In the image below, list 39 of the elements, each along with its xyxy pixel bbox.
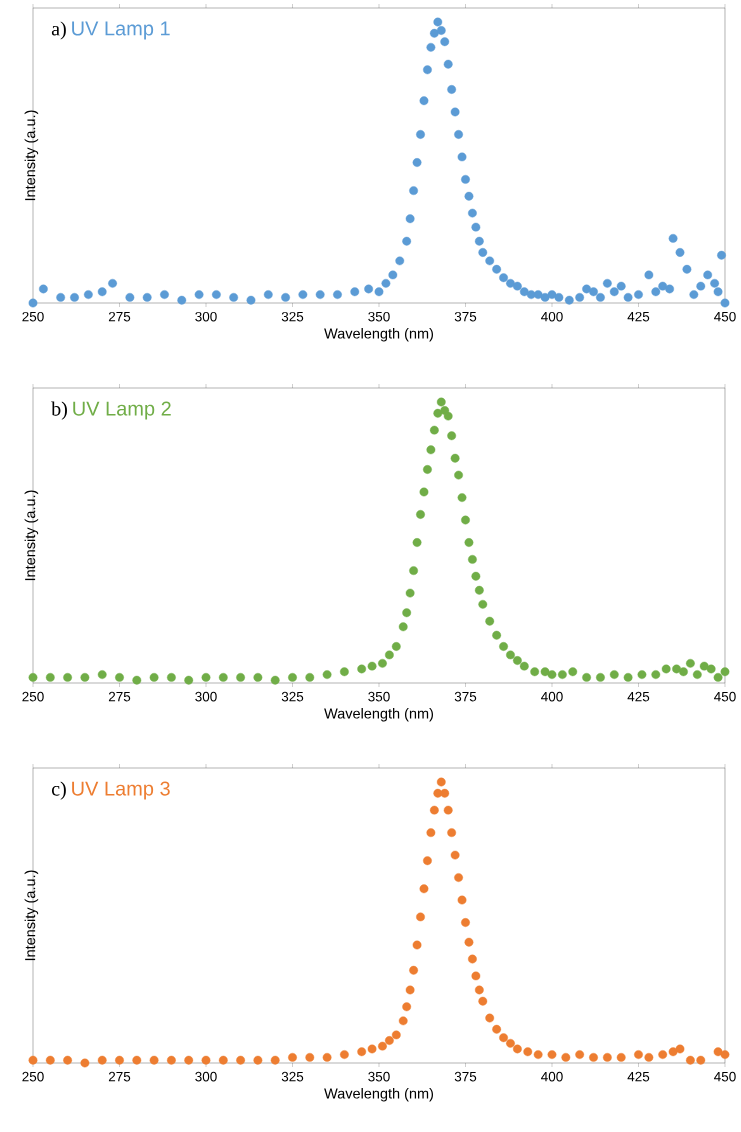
chart-title: b) — [51, 401, 67, 420]
x-tick-label: 375 — [454, 1071, 477, 1082]
x-tick-label: 300 — [195, 691, 217, 702]
chart-title: c) — [51, 781, 66, 800]
x-tick-label: 250 — [22, 1071, 44, 1082]
chart-title: a) — [51, 21, 66, 40]
x-tick-label: 275 — [108, 691, 131, 702]
x-tick-label: 325 — [281, 691, 304, 702]
x-tick-label: 450 — [714, 311, 736, 322]
x-tick-label: 250 — [22, 311, 44, 322]
y-axis-title: Intensity (a.u.) — [24, 490, 39, 581]
x-tick-label: 250 — [22, 691, 44, 702]
x-tick-label: 425 — [627, 691, 650, 702]
x-tick-label: 325 — [281, 1071, 304, 1082]
x-tick-label: 450 — [714, 1071, 736, 1082]
y-axis-title: Intensity (a.u.) — [24, 110, 39, 201]
x-tick-label: 325 — [281, 311, 304, 322]
x-tick-label: 375 — [454, 691, 477, 702]
y-axis-title: Intensity (a.u.) — [24, 870, 39, 961]
x-axis-title: Wavelength (nm) — [324, 707, 434, 722]
x-tick-label: 425 — [627, 311, 650, 322]
x-tick-label: 275 — [108, 311, 131, 322]
x-tick-label: 350 — [368, 1071, 390, 1082]
x-tick-label: 400 — [541, 1071, 563, 1082]
text: UV Lamp 3 — [72, 781, 170, 800]
x-tick-label: 300 — [195, 1071, 217, 1082]
x-tick-label: 450 — [714, 691, 736, 702]
x-tick-label: 350 — [368, 691, 390, 702]
x-tick-label: 300 — [195, 311, 217, 322]
x-tick-label: 375 — [454, 311, 477, 322]
x-tick-label: 425 — [627, 1071, 650, 1082]
text: UV Lamp 2 — [73, 401, 171, 420]
text: UV Lamp 1 — [72, 21, 170, 40]
x-axis-title: Wavelength (nm) — [324, 1087, 434, 1102]
x-tick-label: 400 — [541, 311, 563, 322]
x-tick-label: 350 — [368, 311, 390, 322]
x-axis-title: Wavelength (nm) — [324, 327, 434, 342]
x-tick-label: 275 — [108, 1071, 131, 1082]
x-tick-label: 400 — [541, 691, 563, 702]
